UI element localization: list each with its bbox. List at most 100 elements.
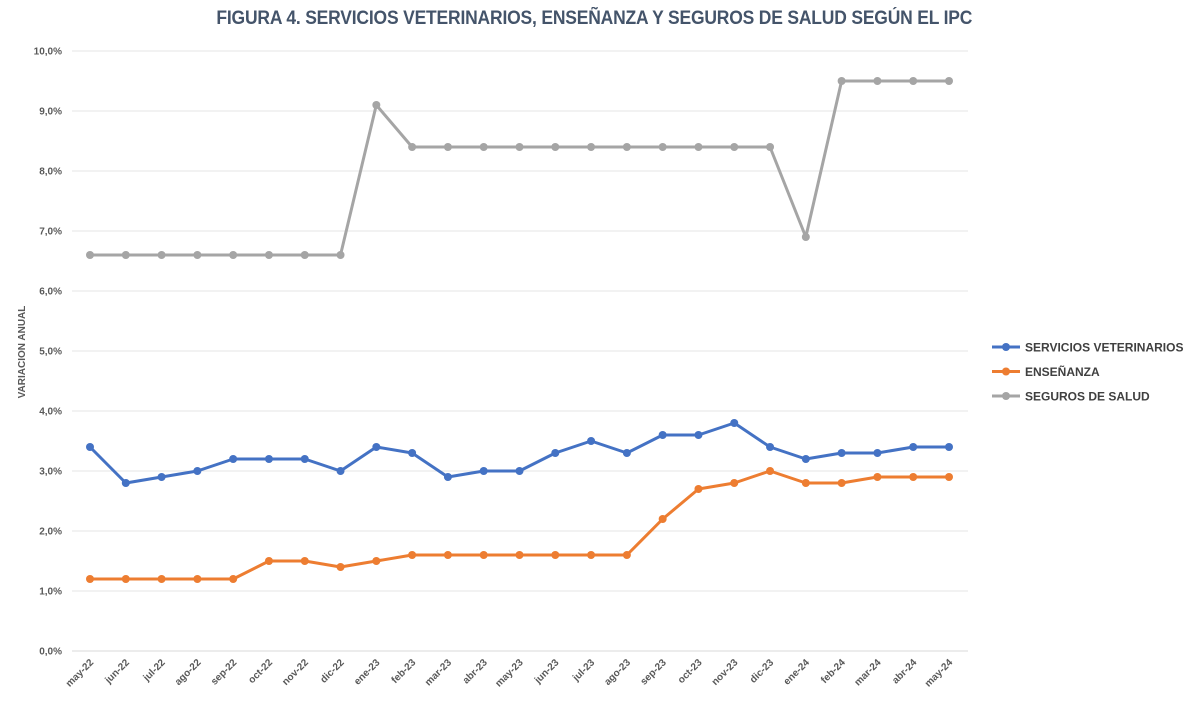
data-point xyxy=(694,431,703,439)
x-tick-label: nov-23 xyxy=(710,657,741,688)
data-point xyxy=(121,251,130,259)
data-point xyxy=(193,251,202,259)
y-tick-label: 9,0% xyxy=(39,107,62,118)
y-tick-label: 5,0% xyxy=(39,347,62,358)
data-point xyxy=(443,551,452,559)
legend-item: SEGUROS DE SALUD xyxy=(992,390,1150,404)
data-point xyxy=(372,101,381,109)
x-tick-label: dic-23 xyxy=(748,657,777,686)
data-point xyxy=(658,515,667,523)
data-point xyxy=(587,143,596,151)
data-point xyxy=(157,575,166,583)
y-tick-label: 1,0% xyxy=(39,587,62,598)
x-tick-label: ago-22 xyxy=(173,657,204,688)
x-tick-label: abr-23 xyxy=(461,657,490,686)
data-point xyxy=(443,143,452,151)
data-point xyxy=(873,473,882,481)
data-point xyxy=(479,467,488,475)
x-tick-label: ene-24 xyxy=(782,657,812,687)
data-point xyxy=(730,419,739,427)
legend-marker xyxy=(1002,392,1010,400)
x-tick-label: jun-23 xyxy=(532,657,562,687)
data-point xyxy=(86,443,94,451)
data-point xyxy=(837,449,846,457)
legend-label: SERVICIOS VETERINARIOS xyxy=(1025,341,1183,355)
legend: SERVICIOS VETERINARIOS ENSEÑANZA SEGUROS D… xyxy=(992,341,1183,404)
x-tick-label: may-23 xyxy=(493,657,525,689)
data-point xyxy=(873,77,882,85)
data-point xyxy=(515,467,524,475)
data-point xyxy=(336,467,345,475)
y-tick-label: 3,0% xyxy=(39,467,62,478)
data-point xyxy=(229,575,238,583)
data-point xyxy=(945,473,953,481)
data-point xyxy=(766,467,775,475)
data-point xyxy=(658,431,667,439)
data-point xyxy=(157,473,166,481)
series-line xyxy=(88,469,951,581)
y-tick-label: 6,0% xyxy=(39,287,62,298)
y-tick-label: 0,0% xyxy=(39,647,62,658)
data-point xyxy=(86,251,94,259)
x-tick-label: jun-22 xyxy=(103,657,133,687)
data-point xyxy=(587,551,596,559)
data-point xyxy=(515,143,524,151)
y-tick-label: 7,0% xyxy=(39,227,62,238)
legend-item: ENSEÑANZA xyxy=(992,364,1100,379)
x-tick-label: feb-24 xyxy=(819,657,848,686)
data-point xyxy=(372,443,381,451)
data-point xyxy=(909,473,918,481)
y-axis-title: VARIACION ANUAL xyxy=(17,306,28,399)
data-point xyxy=(801,233,810,241)
data-point xyxy=(801,479,810,487)
data-point xyxy=(86,575,94,583)
data-point xyxy=(300,557,309,565)
y-tick-label: 4,0% xyxy=(39,407,62,418)
y-axis-ticks: 0,0% 1,0% 2,0% 3,0% 4,0% 5,0% 6,0% 7,0% 8,0% 9,0%… xyxy=(34,47,62,658)
data-point xyxy=(587,437,596,445)
data-point xyxy=(730,479,739,487)
chart-title: FIGURA 4. SERVICIOS VETERINARIOS, ENSEÑA… xyxy=(216,8,973,29)
legend-marker xyxy=(1002,343,1010,351)
data-point xyxy=(479,143,488,151)
data-point xyxy=(121,479,130,487)
data-point xyxy=(229,455,238,463)
data-point xyxy=(479,551,488,559)
data-point xyxy=(408,551,417,559)
x-tick-label: abr-24 xyxy=(890,657,919,686)
data-point xyxy=(300,455,309,463)
data-point xyxy=(551,143,560,151)
data-point xyxy=(264,557,273,565)
data-point xyxy=(766,443,775,451)
x-tick-label: oct-23 xyxy=(676,657,705,686)
data-point xyxy=(945,77,953,85)
data-point xyxy=(622,143,631,151)
data-point xyxy=(873,449,882,457)
series-1 xyxy=(86,467,953,583)
x-tick-label: ago-23 xyxy=(602,657,633,688)
x-tick-label: jul-23 xyxy=(570,657,597,684)
data-point xyxy=(336,251,345,259)
data-point xyxy=(909,77,918,85)
data-point xyxy=(229,251,238,259)
data-point xyxy=(408,143,417,151)
x-tick-label: dic-22 xyxy=(318,657,347,686)
legend-label: ENSEÑANZA xyxy=(1025,364,1100,379)
y-tick-label: 8,0% xyxy=(39,167,62,178)
data-point xyxy=(336,563,345,571)
x-tick-label: nov-22 xyxy=(280,657,311,688)
series-2 xyxy=(86,77,953,259)
data-point xyxy=(801,455,810,463)
data-point xyxy=(157,251,166,259)
x-tick-label: feb-23 xyxy=(390,657,419,686)
x-tick-label: ene-23 xyxy=(352,657,382,687)
data-point xyxy=(551,449,560,457)
x-tick-label: jul-22 xyxy=(141,657,168,684)
data-point xyxy=(193,467,202,475)
x-tick-label: may-22 xyxy=(64,657,96,689)
data-point xyxy=(730,143,739,151)
data-point xyxy=(622,551,631,559)
legend-label: SEGUROS DE SALUD xyxy=(1025,390,1150,404)
data-point xyxy=(837,479,846,487)
